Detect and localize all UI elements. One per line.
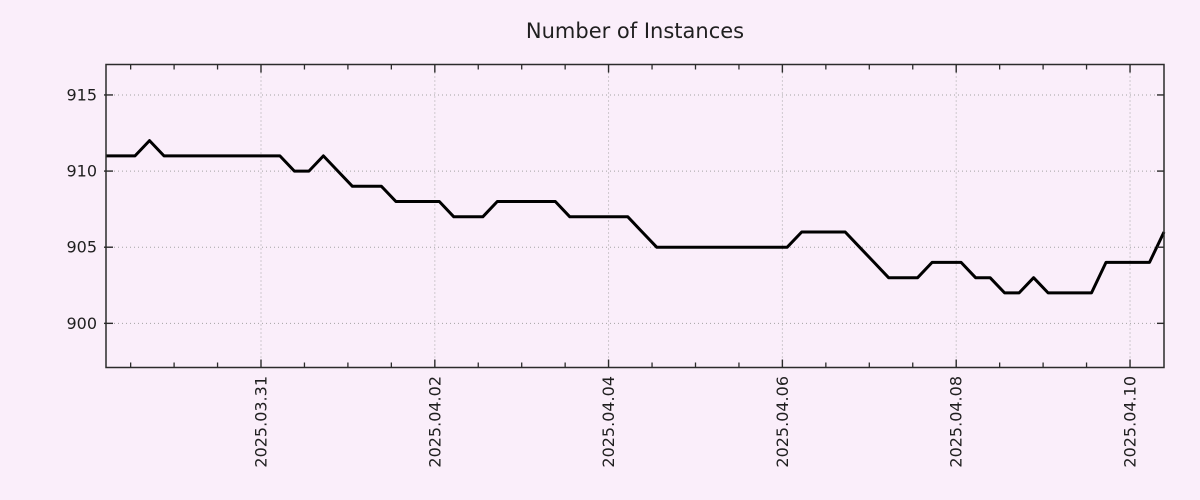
plot-border: [105, 63, 1165, 369]
y-tick-label: 910: [66, 162, 97, 181]
x-tick-label: 2025.04.02: [425, 376, 444, 468]
x-tick-label: 2025.03.31: [251, 376, 270, 468]
y-tick-label: 900: [66, 314, 97, 333]
data-line: [106, 139, 1166, 295]
x-tick-label: 2025.04.08: [947, 376, 966, 468]
chart-title: Number of Instances: [526, 19, 744, 43]
axes-layer: [104, 63, 1165, 369]
x-tick-label: 2025.04.10: [1121, 376, 1140, 468]
series-layer: [106, 139, 1166, 295]
x-tick-label: 2025.04.06: [773, 376, 792, 468]
y-tick-label: 915: [66, 85, 97, 104]
gridlines-layer: [106, 64, 1164, 368]
x-tick-label: 2025.04.04: [599, 376, 618, 468]
tick-labels-layer: 900 905 910 915 2025.03.31 2025.04.02 2025.04.…: [66, 85, 1139, 467]
y-tick-label: 905: [66, 238, 97, 257]
